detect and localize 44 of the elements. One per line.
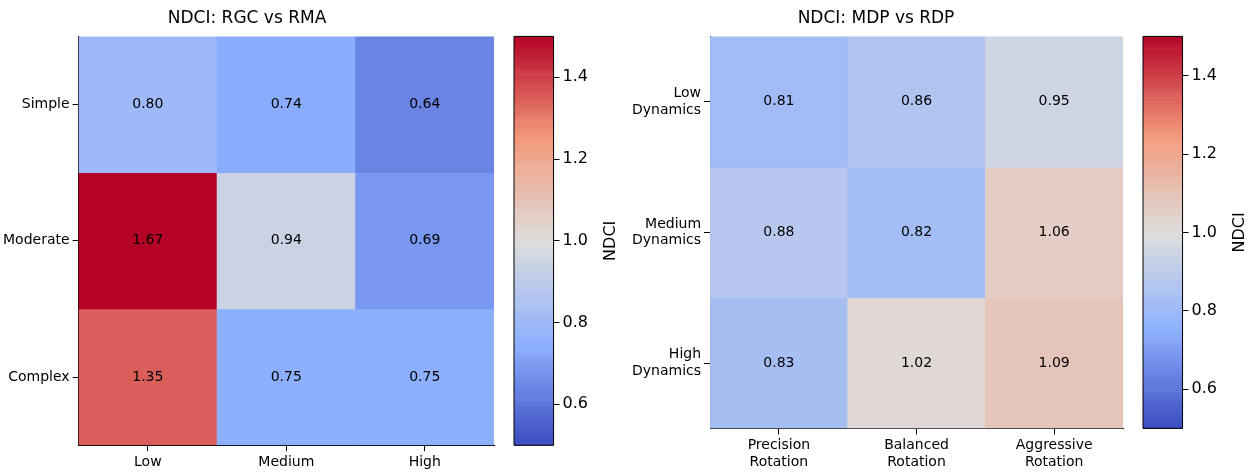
y-tick-label: Low Dynamics [631,83,702,117]
y-tick-label: Medium Dynamics [631,214,702,248]
x-tick-label: Medium [258,453,315,470]
y-tick-label: High Dynamics [631,345,702,379]
color-bar-label: 1.2 [1191,143,1218,163]
data-label: 1.09 [1038,353,1070,370]
y-tick-label: Simple [21,95,70,112]
color-bar-label: 1.4 [562,66,589,86]
y-tick-label: Complex [8,367,70,384]
data-label: 0.69 [409,231,441,248]
chart-title: NDCI: MDP vs RDP [797,6,955,27]
color-bar-title: NDCI [600,220,620,261]
x-tick-label: Balanced Rotation [884,436,949,470]
x-tick-label: High [408,453,441,470]
y-tick-label: Moderate [2,231,70,248]
color-bar-label: 1.0 [1191,221,1218,241]
data-label: 0.86 [900,92,933,109]
data-label: 1.06 [1038,223,1070,240]
data-label: 0.81 [763,92,795,109]
data-label: 0.83 [763,353,795,370]
data-label: 0.82 [900,223,933,240]
chart-title: NDCI: RGC vs RMA [167,6,327,27]
color-bar-label: 1.0 [562,229,589,249]
x-tick-label: Aggressive Rotation [1015,436,1093,470]
data-label: 0.64 [409,95,441,112]
color-bar-label: 0.6 [1191,378,1218,398]
color-bar-title: NDCI [1229,212,1249,253]
color-bar-label: 1.4 [1191,64,1218,84]
data-label: 1.67 [132,231,164,248]
data-label: 1.35 [132,367,164,384]
data-label: 0.94 [270,231,302,248]
data-label: 0.74 [270,95,302,112]
color-bar-label: 1.2 [562,148,589,168]
data-label: 0.75 [409,367,441,384]
color-bar-label: 0.8 [562,311,589,331]
data-label: 0.95 [1038,92,1070,109]
color-bar-label: 0.6 [562,393,589,413]
data-label: 0.88 [763,223,795,240]
data-label: 1.02 [900,353,933,370]
data-label: 0.75 [270,367,302,384]
x-tick-label: Precision Rotation [747,436,811,470]
color-bar-label: 0.8 [1191,299,1218,319]
x-tick-label: Low [134,453,162,470]
data-label: 0.80 [132,95,164,112]
